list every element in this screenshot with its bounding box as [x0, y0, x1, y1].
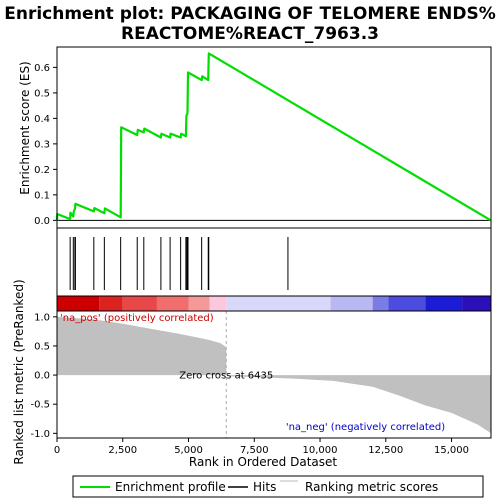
es-y-tick-label: 0.6 [34, 63, 50, 74]
colorbar-segment [330, 296, 373, 311]
metric-y-tick-label: -0.5 [30, 400, 50, 411]
colorbar-segment [226, 296, 331, 311]
es-y-axis-label: Enrichment score (ES) [18, 61, 32, 194]
x-tick-label: 10,000 [303, 445, 338, 456]
colorbar-segment [188, 296, 210, 311]
chart-title-line-2: REACTOME%REACT_7963.3 [121, 24, 379, 44]
legend-label-ranking-metric: Ranking metric scores [305, 480, 438, 494]
hits-panel [56, 227, 492, 312]
ranking-metric-area [57, 316, 491, 434]
es-y-tick-label: 0.3 [34, 139, 50, 150]
positive-correlation-label: 'na_pos' (positively correlated) [60, 313, 214, 324]
x-tick-label: 15,000 [434, 445, 469, 456]
ranked-metric-panel: 1.0 0.5 0.0 -0.5 -1.0 'na_pos' (positively co… [30, 310, 492, 440]
chart-title-line-1: Enrichment plot: PACKAGING OF TELOMERE E… [4, 4, 496, 24]
es-plot-area [57, 47, 491, 228]
metric-panel-frame [56, 310, 492, 439]
es-y-tick-label: 0.2 [34, 165, 50, 176]
x-axis-label: Rank in Ordered Dataset [189, 455, 337, 469]
colorbar-segment [462, 296, 491, 311]
x-tick-label: 12,500 [368, 445, 403, 456]
colorbar-segment [209, 296, 227, 311]
enrichment-profile-line [55, 52, 492, 222]
x-axis: 0 2,500 5,000 7,500 10,000 12,500 15,000 [54, 438, 469, 456]
metric-y-tick-label: 0.0 [34, 371, 50, 382]
x-tick-label: 7,500 [240, 445, 269, 456]
colorbar-segment [388, 296, 426, 311]
legend-box [72, 475, 484, 498]
es-y-tick-label: 0.0 [34, 216, 50, 227]
metric-y-tick-label: 1.0 [34, 312, 50, 323]
x-tick-label: 0 [54, 445, 60, 456]
colorbar-segment [156, 296, 189, 311]
metric-y-tick-label: -1.0 [30, 429, 50, 440]
legend: Enrichment profile Hits Ranking metric s… [72, 475, 484, 498]
colorbar-segment [99, 296, 123, 311]
x-tick-label: 5,000 [174, 445, 203, 456]
enrichment-score-panel: 0.0 0.1 0.2 0.3 0.4 0.5 0.6 [34, 46, 492, 229]
colorbar-segment [122, 296, 157, 311]
metric-y-tick-label: 0.5 [34, 341, 50, 352]
hits-frame [56, 227, 492, 297]
es-y-tick-label: 0.5 [34, 88, 50, 99]
colorbar-segment [57, 296, 100, 311]
legend-label-enrichment-profile: Enrichment profile [115, 480, 226, 494]
x-tick-label: 2,500 [108, 445, 137, 456]
es-y-tick-label: 0.4 [34, 114, 50, 125]
zero-cross-label: Zero cross at 6435 [179, 371, 273, 382]
negative-correlation-label: 'na_neg' (negatively correlated) [286, 422, 445, 433]
legend-label-hits: Hits [253, 480, 276, 494]
colorbar-segment [372, 296, 389, 311]
colorbar-segment [425, 296, 463, 311]
metric-y-axis-label: Ranked list metric (PreRanked) [12, 279, 26, 464]
es-y-tick-label: 0.1 [34, 190, 50, 201]
